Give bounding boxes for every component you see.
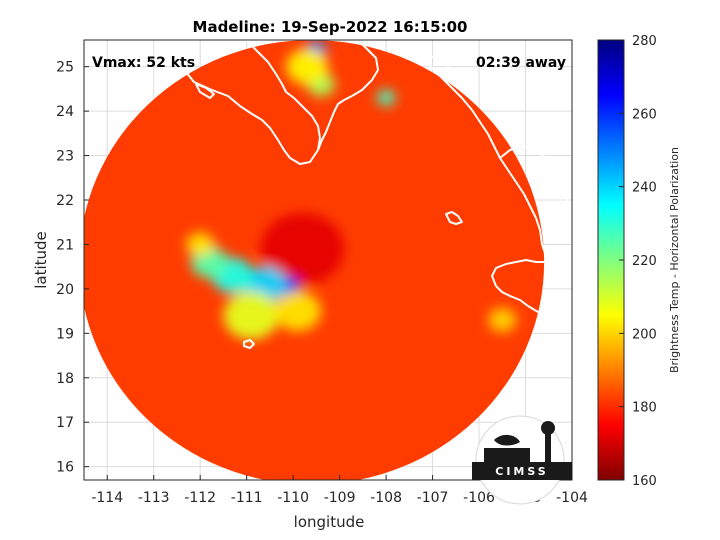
colorbar-tick-label-3: 220 bbox=[632, 254, 657, 269]
logo-tower-stem bbox=[545, 434, 551, 462]
y-tick-label-3: 19 bbox=[56, 326, 74, 342]
logo-dish-icon bbox=[494, 434, 520, 446]
coastline-islas-marias bbox=[445, 211, 463, 225]
logo-tower-icon bbox=[541, 421, 555, 435]
y-tick-label-4: 20 bbox=[56, 282, 74, 298]
vmax-annotation: Vmax: 52 kts bbox=[92, 55, 195, 71]
brightness-temp-field bbox=[84, 40, 545, 480]
feature-cell-11 bbox=[186, 232, 215, 257]
feature-band-6 bbox=[274, 291, 322, 332]
x-tick-label-6: -108 bbox=[370, 490, 402, 506]
coastline-mainland bbox=[413, 40, 572, 331]
x-tick-label-10: -104 bbox=[556, 490, 588, 506]
x-tick-label-4: -110 bbox=[277, 490, 309, 506]
x-tick-label-1: -113 bbox=[138, 490, 170, 506]
colorbar-tick-label-4: 240 bbox=[632, 181, 657, 196]
y-tick-label-5: 21 bbox=[56, 237, 74, 253]
x-axis-label: longitude bbox=[294, 513, 365, 531]
feature-cell-10 bbox=[286, 48, 329, 85]
coastline-baja-east bbox=[317, 40, 379, 151]
y-axis: 16 17 18 19 20 21 22 23 24 25 bbox=[56, 60, 89, 476]
y-tick-label-8: 24 bbox=[56, 104, 74, 120]
x-tick-label-3: -111 bbox=[231, 490, 263, 506]
coastline bbox=[185, 40, 572, 349]
x-tick-label-2: -112 bbox=[184, 490, 216, 506]
coastline-socorro bbox=[243, 339, 255, 349]
colorbar-tick-label-2: 200 bbox=[632, 327, 657, 342]
chart-title: Madeline: 19-Sep-2022 16:15:00 bbox=[193, 18, 468, 36]
colorbar-tick-label-1: 180 bbox=[632, 401, 657, 416]
scan-features bbox=[186, 40, 517, 340]
logo-band bbox=[472, 462, 572, 480]
x-tick-label-7: -107 bbox=[417, 490, 449, 506]
feature-eye-0 bbox=[260, 212, 345, 285]
coastline-baja-island bbox=[195, 83, 215, 99]
feature-cell-9 bbox=[376, 89, 396, 106]
x-tick-label-5: -109 bbox=[324, 490, 356, 506]
feature-cell-12 bbox=[488, 308, 517, 332]
colorbar-tick-label-0: 160 bbox=[632, 474, 657, 489]
plot-area: -114-113-112-111-110-109-108-107-106-105… bbox=[56, 39, 588, 506]
coastline-mainland-inland bbox=[499, 145, 572, 215]
y-tick-label-1: 17 bbox=[56, 415, 74, 431]
coastline-north-gulf bbox=[425, 53, 471, 91]
x-tick-label-8: -106 bbox=[463, 490, 495, 506]
colorbar-tick-label-5: 260 bbox=[632, 107, 657, 122]
x-tick-label-0: -114 bbox=[91, 490, 123, 506]
colorbar-label: Brightness Temp - Horizontal Polarizatio… bbox=[668, 147, 681, 373]
y-tick-label-0: 16 bbox=[56, 460, 74, 476]
colorbar-ticks: 160 180 200 220 240 260 280 bbox=[619, 34, 657, 489]
colorbar-tick-label-6: 280 bbox=[632, 34, 657, 49]
feature-band-5 bbox=[223, 291, 280, 340]
plot-frame bbox=[83, 39, 573, 481]
y-tick-label-9: 25 bbox=[56, 60, 74, 76]
logo-building-icon bbox=[484, 448, 530, 462]
colorbar: 160 180 200 220 240 260 280 Brightness Temp - … bbox=[597, 34, 681, 489]
y-tick-label-7: 23 bbox=[56, 149, 74, 165]
y-tick-label-6: 22 bbox=[56, 193, 74, 209]
y-axis-label: latitude bbox=[32, 231, 50, 289]
cimss-logo: CIMSS bbox=[472, 415, 572, 505]
logo-text: CIMSS bbox=[495, 465, 548, 478]
time-away-annotation: 02:39 away bbox=[476, 55, 566, 71]
y-tick-label-2: 18 bbox=[56, 371, 74, 387]
